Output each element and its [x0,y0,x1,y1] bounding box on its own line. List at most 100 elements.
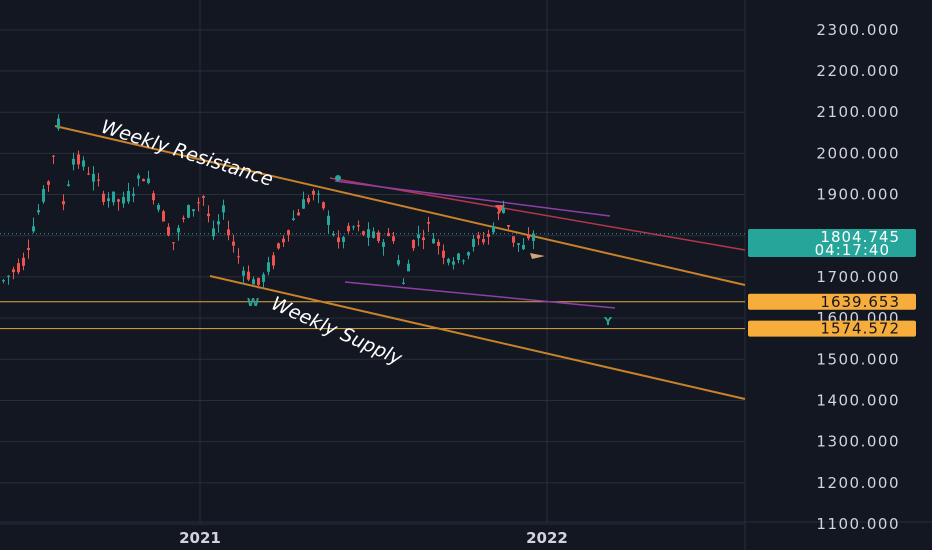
marker-y: Y [603,315,613,328]
candle-body [217,221,220,225]
candle-countdown: 04:17:40 [815,241,890,259]
trendlines [54,125,746,400]
candle-body [322,202,325,209]
candle-body [107,198,110,202]
candle-body [102,193,105,203]
candle-body [112,191,115,203]
price-tick-label: 2000.000 [816,144,900,162]
price-tick-label: 1900.000 [816,186,900,204]
price-tick-label: 1500.000 [816,350,900,368]
candle-body [512,236,515,243]
candle-body [142,179,145,182]
candle-body [332,233,335,236]
candle-body [397,260,400,265]
candle-body [337,237,340,243]
candle-body [412,240,415,249]
candle-body [302,199,305,209]
candle-body [207,213,210,217]
current-price-badge [748,229,916,257]
candle-body [87,173,90,175]
current-price-value: 1804.745 [820,228,900,246]
candle-body [262,274,265,282]
arrow-marker [530,253,545,259]
candle-body [122,196,125,204]
candle-body [347,225,350,232]
candle-body [367,229,370,238]
level-1-value: 1639.653 [820,293,900,311]
candle-body [342,237,345,242]
candle-body [487,233,490,237]
candle-body [187,205,190,218]
candle-body [447,258,450,263]
candle-body [227,229,230,236]
candle-body [72,158,75,165]
candle-body [377,232,380,241]
candle-body [462,260,465,262]
candle-body [527,235,530,239]
price-tick-label: 2100.000 [816,103,900,121]
candle-body [52,155,55,157]
candle-body [472,239,475,247]
candle-body [152,193,155,201]
price-axis[interactable]: 2300.000 2200.000 2100.000 2000.000 1900.000… [816,21,900,533]
candle-body [242,270,245,276]
candle-body [17,263,20,273]
candle-body [312,190,315,195]
red-triangle-marker [495,205,505,213]
candle-body [307,198,310,203]
candle-body [177,227,180,233]
candle-body [132,193,135,196]
candle-body [282,238,285,243]
candle-body [147,178,150,183]
candle-body [97,179,100,181]
candle-body [502,207,505,214]
upper-channel-line [334,180,611,217]
candle-body [47,181,50,185]
candle-body [467,252,470,256]
candle-body [382,242,385,247]
candle-body [492,226,495,233]
candle-body [117,199,120,202]
candle-body [357,225,360,227]
marker-dot [335,175,341,181]
supply-trendline [209,275,746,400]
candle-body [277,243,280,249]
candle-body [222,205,225,213]
candle-body [442,250,445,258]
level-badge-1 [748,293,916,310]
time-axis[interactable]: 2021 2022 [179,529,568,547]
candle-body [257,277,260,285]
candle-body [27,248,30,250]
candle-body [67,184,70,186]
price-tick-label: 1100.000 [816,515,900,533]
candle-body [167,226,170,236]
candle-body [172,242,175,244]
candle-body [452,261,455,265]
time-tick-label: 2021 [179,529,221,547]
level-2-value: 1574.572 [820,320,900,338]
candle-body [182,217,185,220]
candle-body [272,255,275,266]
candle-body [127,191,130,202]
candle-body [77,154,80,165]
candle-body [232,241,235,246]
candle-body [317,193,320,195]
candle-body [32,226,35,232]
price-badges: 1804.745 04:17:40 1639.653 1574.572 [748,228,916,338]
candle-body [37,210,40,213]
candle-body [197,202,200,204]
candle-body [202,196,205,198]
marker-w: W [247,296,259,309]
price-tick-label: 2200.000 [816,62,900,80]
candle-body [57,118,60,129]
candle-body [422,237,425,241]
level-badge-2 [748,320,916,337]
price-tick-label: 1700.000 [816,268,900,286]
candle-body [497,212,500,214]
candle-body [157,205,160,210]
candle-body [287,230,290,235]
candle-body [517,243,520,245]
candle-body [297,212,300,216]
